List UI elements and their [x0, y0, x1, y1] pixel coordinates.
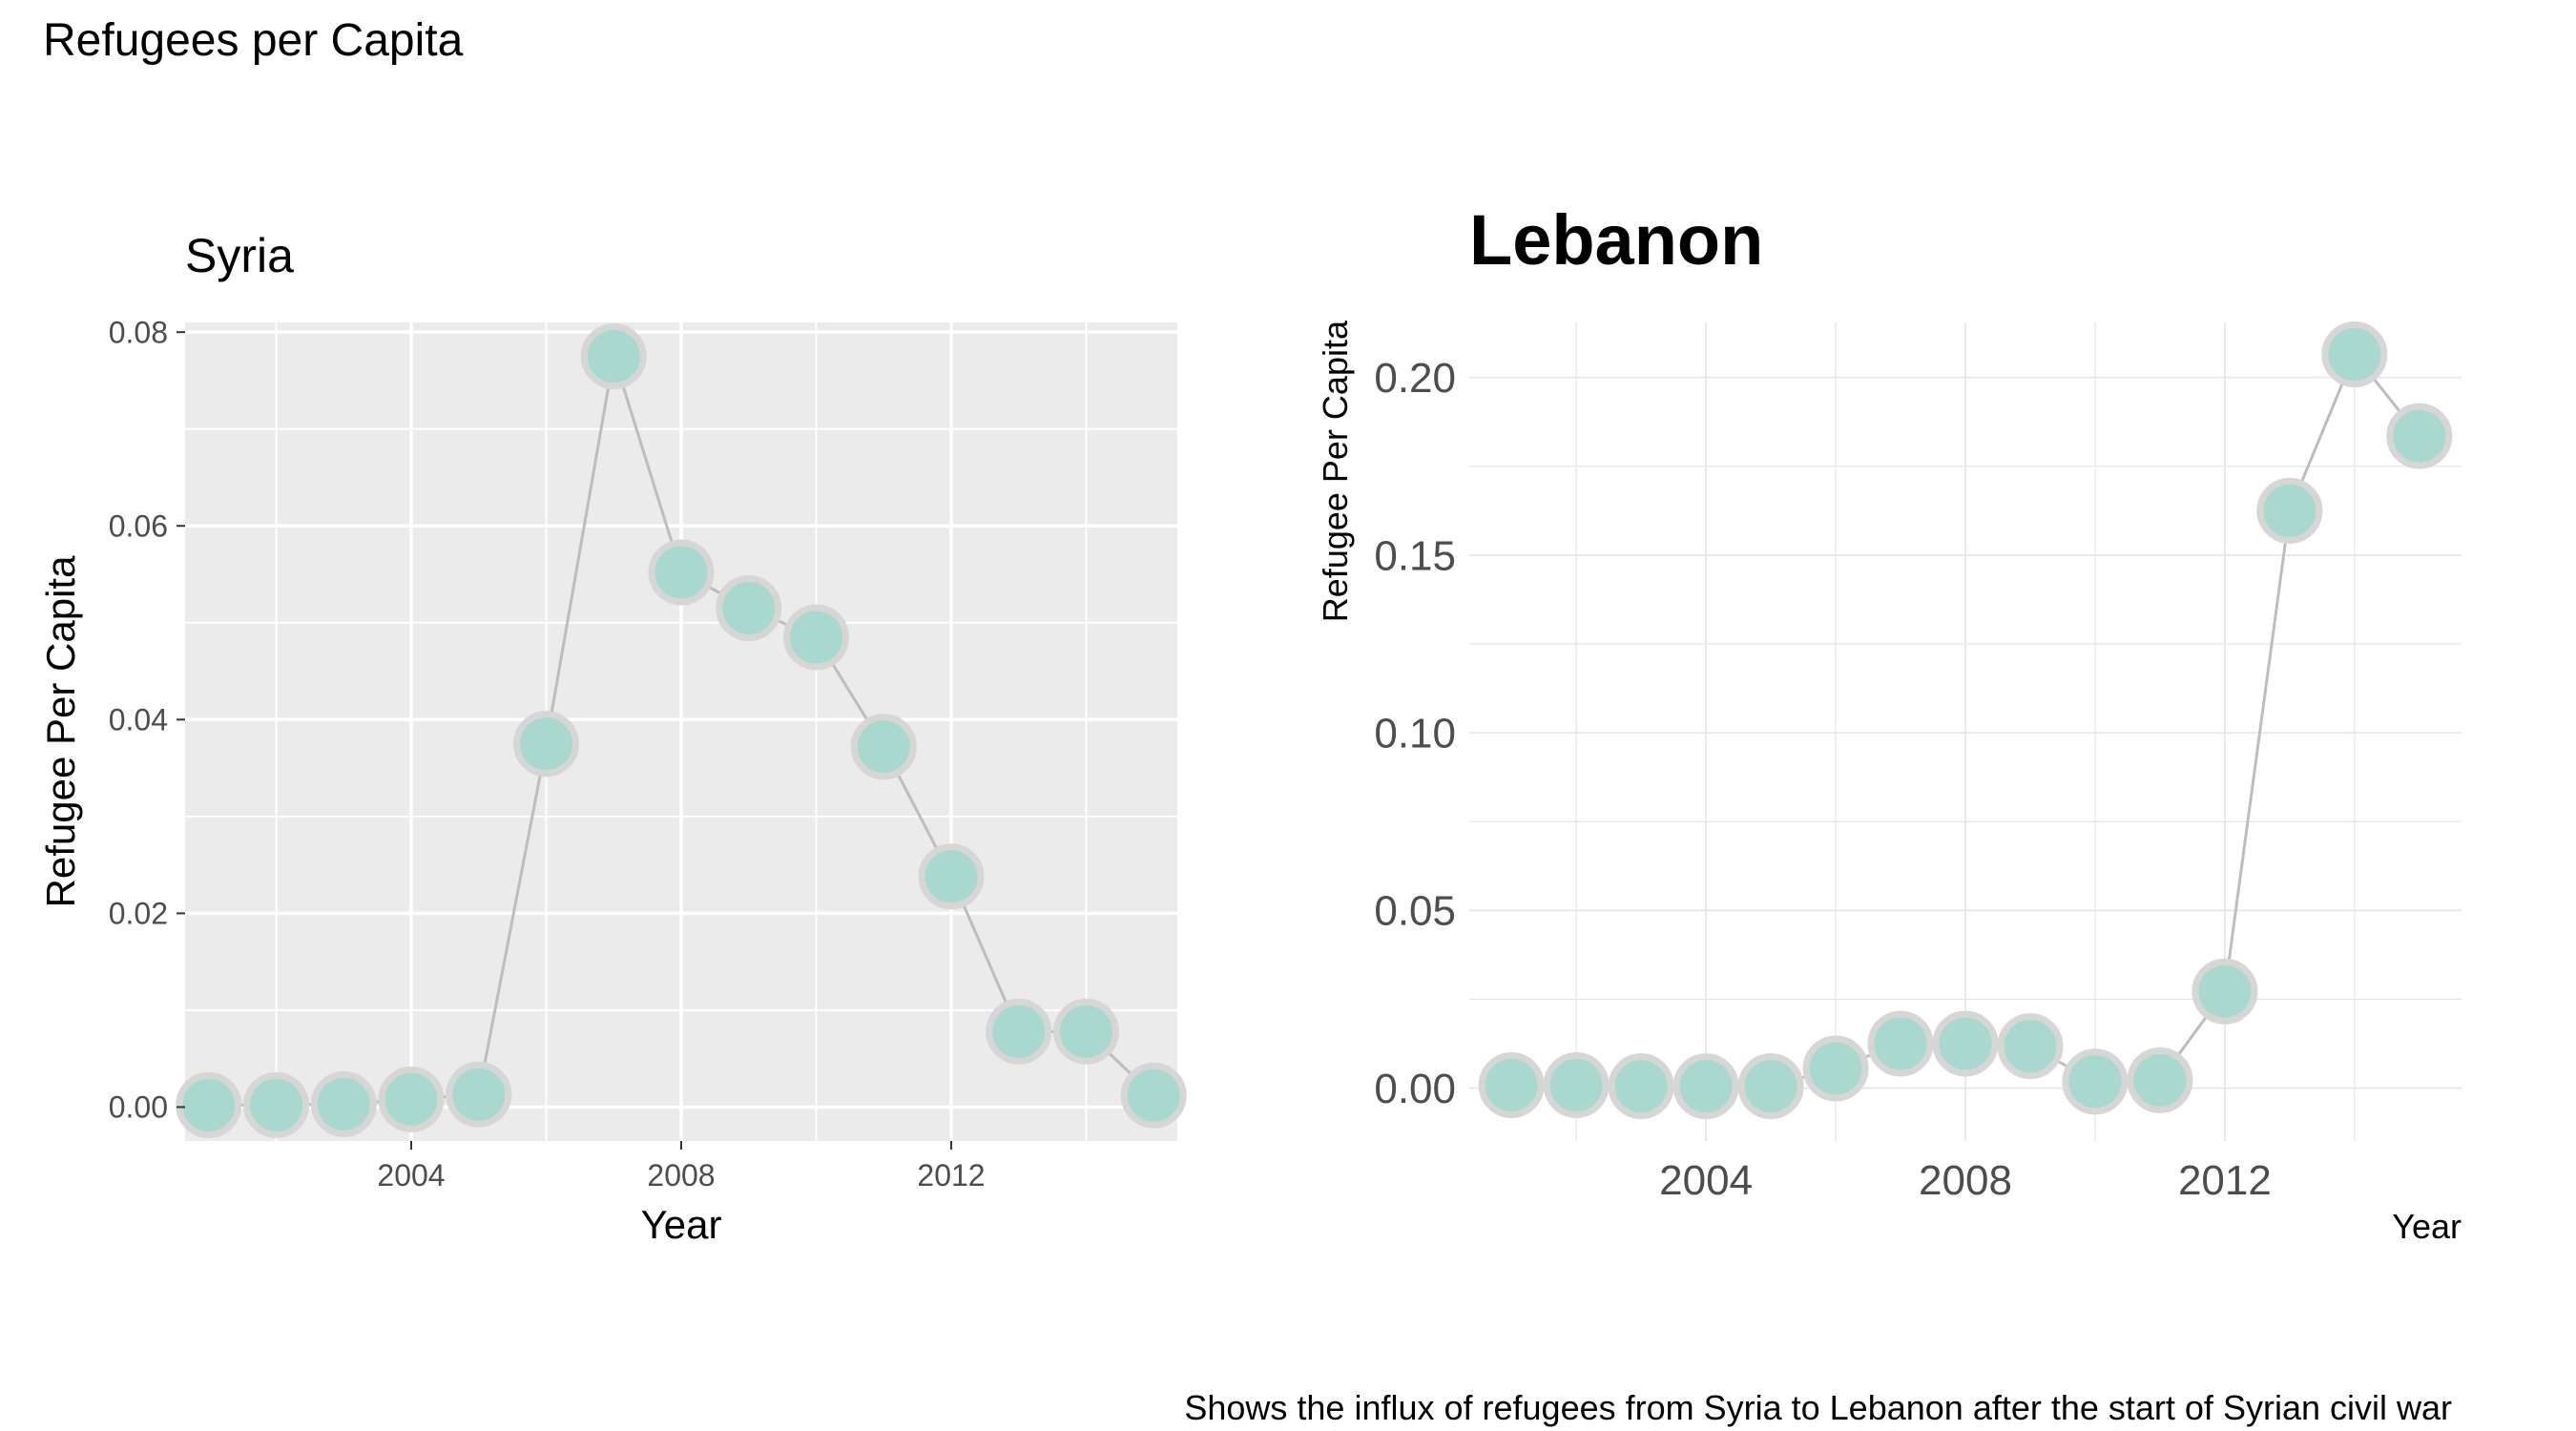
syria-y-tick-label: 0.08 — [109, 315, 168, 349]
syria-point-2012 — [918, 843, 985, 910]
syria-y-tick-label: 0.06 — [109, 508, 168, 543]
lebanon-y-tick-label: 0.15 — [1374, 532, 1456, 579]
lebanon-point-2005 — [1737, 1053, 1804, 1120]
lebanon-point-2003 — [1608, 1053, 1674, 1120]
syria-x-ticks: 2004 2008 2012 — [377, 1141, 986, 1192]
syria-y-tick-label: 0.04 — [109, 703, 168, 737]
lebanon-point-2010 — [2062, 1048, 2129, 1115]
lebanon-point-2015 — [2386, 403, 2453, 469]
syria-title: Syria — [185, 229, 294, 282]
syria-point-2003 — [310, 1070, 377, 1137]
syria-y-axis-label: Refugee Per Capita — [38, 555, 83, 908]
lebanon-x-tick-label: 2004 — [1659, 1157, 1753, 1204]
lebanon-x-ticks: 2004 2008 2012 — [1659, 1157, 2272, 1204]
lebanon-point-2011 — [2127, 1047, 2193, 1113]
lebanon-x-tick-label: 2008 — [1919, 1157, 2012, 1204]
syria-point-2001 — [176, 1071, 242, 1138]
lebanon-y-tick-label: 0.20 — [1374, 355, 1456, 402]
lebanon-gridlines — [1469, 322, 2462, 1141]
lebanon-point-2013 — [2256, 477, 2323, 544]
syria-point-2010 — [782, 604, 849, 671]
syria-points — [176, 323, 1187, 1138]
figure-title: Refugees per Capita — [43, 15, 464, 66]
lebanon-y-tick-label: 0.10 — [1374, 711, 1456, 757]
lebanon-y-tick-label: 0.00 — [1374, 1066, 1456, 1112]
syria-x-axis-label: Year — [641, 1202, 722, 1247]
lebanon-point-2004 — [1672, 1053, 1739, 1120]
syria-point-2011 — [850, 714, 917, 780]
syria-y-tick-label: 0.00 — [109, 1090, 168, 1125]
lebanon-chart: 0.00 0.05 0.10 0.15 0.20 2004 2008 2012 Lebano… — [1316, 200, 2462, 1246]
syria-point-2013 — [986, 998, 1052, 1065]
lebanon-point-2002 — [1543, 1052, 1610, 1119]
syria-y-tick-label: 0.02 — [109, 897, 168, 931]
syria-chart: 0.000.020.040.060.08 2004 2008 2012 Syria … — [38, 229, 1187, 1247]
lebanon-points — [1478, 321, 2453, 1120]
syria-point-2015 — [1120, 1062, 1187, 1129]
syria-point-2008 — [648, 539, 715, 606]
syria-point-2009 — [716, 575, 782, 642]
syria-x-tick-label: 2012 — [917, 1158, 985, 1192]
lebanon-point-2008 — [1932, 1010, 1999, 1077]
syria-point-2002 — [243, 1071, 310, 1138]
lebanon-point-2012 — [2192, 958, 2258, 1025]
lebanon-point-2001 — [1478, 1052, 1545, 1119]
syria-point-2014 — [1052, 998, 1119, 1065]
lebanon-point-2007 — [1867, 1010, 1934, 1077]
syria-point-2004 — [378, 1066, 445, 1132]
syria-x-tick-label: 2004 — [377, 1158, 445, 1192]
lebanon-point-2006 — [1802, 1035, 1869, 1102]
lebanon-y-tick-label: 0.05 — [1374, 888, 1456, 935]
syria-point-2006 — [513, 711, 580, 778]
syria-gridlines — [185, 322, 1177, 1141]
syria-x-tick-label: 2008 — [647, 1158, 715, 1192]
lebanon-x-tick-label: 2012 — [2178, 1157, 2272, 1204]
syria-point-2005 — [446, 1061, 512, 1128]
lebanon-y-ticks: 0.00 0.05 0.10 0.15 0.20 — [1374, 355, 1456, 1112]
figure-caption: Shows the influx of refugees from Syria … — [1184, 1388, 2452, 1427]
lebanon-x-axis-label: Year — [2392, 1207, 2462, 1246]
lebanon-point-2009 — [1997, 1013, 2064, 1080]
syria-y-ticks: 0.00 0.02 0.04 0.06 0.08 — [109, 315, 185, 1125]
lebanon-point-2014 — [2321, 321, 2388, 388]
syria-point-2007 — [580, 323, 647, 390]
lebanon-title: Lebanon — [1469, 200, 1763, 280]
lebanon-y-axis-label: Refugee Per Capita — [1316, 320, 1355, 622]
